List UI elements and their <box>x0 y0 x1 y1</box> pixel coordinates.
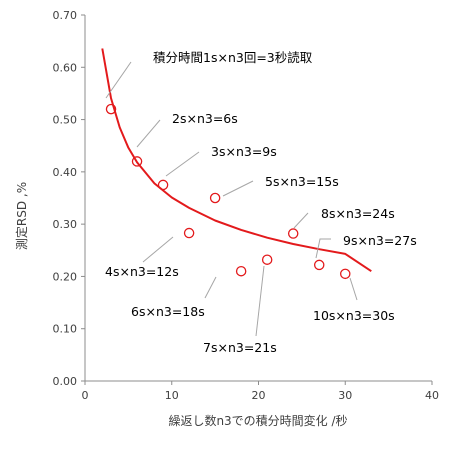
data-point <box>209 192 221 204</box>
point-annotation: 7s×n3=21s <box>203 340 277 355</box>
y-tick-label: 0.50 <box>53 114 78 127</box>
fitted-curve-layer <box>101 48 372 273</box>
point-annotation: 3s×n3=9s <box>211 144 277 159</box>
x-tick-label: 30 <box>338 389 352 402</box>
data-point <box>339 268 351 280</box>
y-tick-label: 0.40 <box>53 166 78 179</box>
y-tick-label: 0.70 <box>53 9 78 22</box>
point-annotation: 6s×n3=18s <box>131 304 205 319</box>
point-annotation: 5s×n3=15s <box>265 174 339 189</box>
data-point <box>131 156 143 167</box>
annotation-leader <box>136 119 161 148</box>
annotation-leaders <box>105 61 358 337</box>
data-point <box>183 227 195 239</box>
data-point <box>235 265 247 277</box>
y-tick-label: 0.60 <box>53 61 78 74</box>
axis-titles: 繰返し数n3での積分時間変化 /秒 測定RSD ,% <box>14 182 348 428</box>
x-tick-label: 10 <box>165 389 179 402</box>
point-annotation: 9s×n3=27s <box>343 233 417 248</box>
fitted-curve <box>101 48 372 273</box>
y-tick-label: 0.30 <box>53 218 78 231</box>
annotation-leader <box>142 236 174 263</box>
point-annotation: 2s×n3=6s <box>172 111 238 126</box>
data-point <box>105 103 117 115</box>
x-tick-label: 20 <box>252 389 266 402</box>
data-point <box>157 179 169 191</box>
data-point <box>287 228 299 239</box>
y-tick-label: 0.00 <box>53 375 78 388</box>
point-annotation: 10s×n3=30s <box>313 308 395 323</box>
annotation-leader <box>165 151 200 177</box>
data-point <box>313 259 325 271</box>
annotation-leader <box>105 61 132 99</box>
point-annotation: 4s×n3=12s <box>105 264 179 279</box>
annotation-labels: 積分時間1s×n3回=3秒読取 2s×n3=6s 3s×n3=9s 4s×n3=12s… <box>105 50 417 355</box>
x-axis-title: 繰返し数n3での積分時間変化 /秒 <box>168 413 347 428</box>
data-points <box>105 103 351 280</box>
x-tick-label: 0 <box>82 389 89 402</box>
y-axis-title: 測定RSD ,% <box>14 182 29 250</box>
y-tick-label: 0.10 <box>53 323 78 336</box>
annotation-leader <box>293 212 309 229</box>
axes: 0.00 0.10 0.20 0.30 0.40 0.50 0.60 0.70 0 10 20 30 4… <box>53 9 440 402</box>
data-point <box>261 254 273 265</box>
annotation-leader <box>349 277 358 301</box>
point-annotation: 積分時間1s×n3回=3秒読取 <box>153 50 313 65</box>
point-annotation: 8s×n3=24s <box>321 206 395 221</box>
annotation-leader <box>222 180 254 197</box>
x-tick-label: 40 <box>425 389 439 402</box>
annotation-leader <box>204 276 217 299</box>
y-tick-label: 0.20 <box>53 270 78 283</box>
annotation-leader <box>255 265 265 337</box>
annotation-leader <box>315 238 331 259</box>
